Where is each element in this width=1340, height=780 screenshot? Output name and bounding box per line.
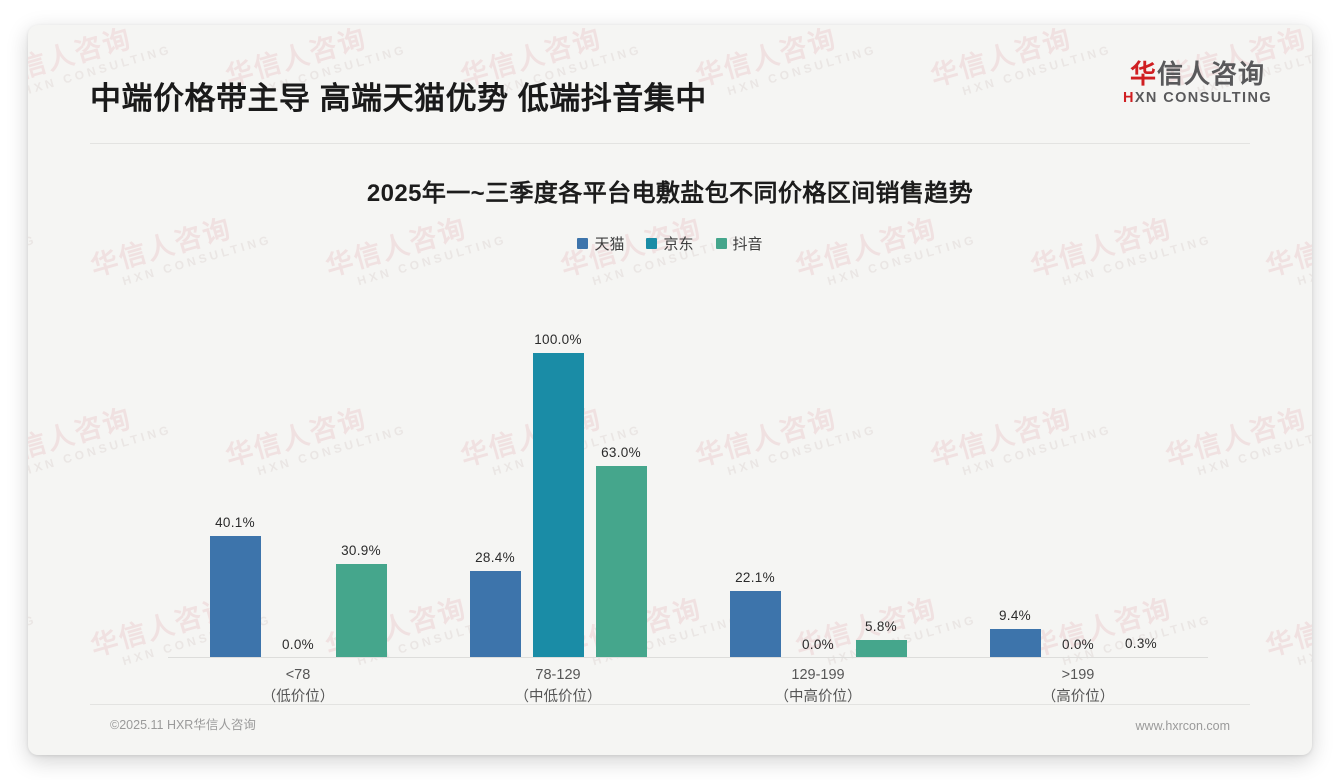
x-axis-label->199: >199 （高价位） bbox=[948, 665, 1208, 709]
bar-value-label: 22.1% bbox=[735, 569, 775, 585]
bar-value-label: 30.9% bbox=[341, 542, 381, 558]
watermark-chinese: 华信人咨询 bbox=[28, 585, 34, 661]
x-axis-label-tier: （高价位） bbox=[1041, 688, 1115, 705]
bar-value-label: 28.4% bbox=[475, 550, 515, 566]
bar-group-<78: 40.1% 0.0% 30.9% bbox=[168, 280, 428, 658]
bar-天猫->199[interactable]: 9.4% bbox=[989, 280, 1041, 658]
bar-rect[interactable] bbox=[855, 640, 907, 658]
x-axis-label-tier: （低价位） bbox=[261, 688, 335, 705]
bar-value-label: 0.0% bbox=[1062, 637, 1094, 652]
bar-抖音-<78[interactable]: 30.9% bbox=[335, 280, 387, 658]
chart-plot-area: 40.1% 0.0% 30.9% 28.4% 100.0% 63.0% 22.1% 0.0% 5… bbox=[168, 280, 1208, 658]
x-axis-label-78-129: 78-129 （中低价位） bbox=[428, 665, 688, 709]
bar-group->199: 9.4% 0.0% 0.3% bbox=[948, 280, 1208, 658]
bar-value-label: 0.0% bbox=[282, 637, 314, 652]
bar-抖音-129-199[interactable]: 5.8% bbox=[855, 280, 907, 658]
bar-rect[interactable] bbox=[532, 353, 584, 658]
x-axis-label-range: 129-199 bbox=[791, 667, 845, 683]
bar-value-label: 5.8% bbox=[865, 619, 897, 635]
bar-group-129-199: 22.1% 0.0% 5.8% bbox=[688, 280, 948, 658]
x-axis-label-range: <78 bbox=[285, 667, 311, 683]
legend-label: 京东 bbox=[663, 236, 694, 253]
legend-swatch-icon bbox=[646, 238, 658, 249]
x-axis-label-tier: （中低价位） bbox=[514, 688, 602, 705]
bar-group-78-129: 28.4% 100.0% 63.0% bbox=[428, 280, 688, 658]
watermark-english: HXN CONSULTING bbox=[28, 422, 174, 479]
bar-rect[interactable] bbox=[209, 535, 261, 658]
bar-value-label: 0.0% bbox=[802, 637, 834, 652]
legend-item-天猫[interactable]: 天猫 bbox=[577, 233, 624, 254]
x-axis-label-range: >199 bbox=[1061, 667, 1095, 683]
bar-rect[interactable] bbox=[729, 590, 781, 658]
x-axis-label-range: 78-129 bbox=[535, 667, 581, 683]
watermark-english: HXN CONSULTING bbox=[1295, 612, 1312, 669]
legend-label: 天猫 bbox=[594, 236, 625, 253]
chart-legend: 天猫 京东 抖音 bbox=[28, 233, 1312, 254]
bar-抖音-78-129[interactable]: 63.0% bbox=[595, 280, 647, 658]
bar-value-label: 9.4% bbox=[999, 608, 1031, 624]
slide-card: 华信人咨询 HXN CONSULTING 华信人咨询 HXN CONSULTING 华信… bbox=[28, 25, 1312, 755]
bar-groups: 40.1% 0.0% 30.9% 28.4% 100.0% 63.0% 22.1% 0.0% 5… bbox=[168, 280, 1208, 658]
legend-swatch-icon bbox=[577, 238, 589, 249]
x-axis-label-129-199: 129-199 （中高价位） bbox=[688, 665, 948, 709]
legend-item-京东[interactable]: 京东 bbox=[646, 233, 694, 254]
footer-divider bbox=[90, 704, 1250, 705]
legend-label: 抖音 bbox=[732, 236, 763, 253]
slide-header: 中端价格带主导 高端天猫优势 低端抖音集中 华信人咨询 HXN CONSULTI… bbox=[28, 25, 1312, 121]
watermark-english: HXN CONSULTING bbox=[1195, 422, 1312, 479]
x-axis-labels: <78 （低价位） 78-129 （中低价位） 129-199 （中高价位） >199 （高价… bbox=[168, 665, 1208, 709]
x-axis-line bbox=[168, 657, 1208, 658]
bar-京东-<78[interactable]: 0.0% bbox=[273, 280, 324, 658]
bar-京东-129-199[interactable]: 0.0% bbox=[793, 280, 844, 658]
x-axis-label-tier: （中高价位） bbox=[774, 688, 862, 705]
x-axis-label-<78: <78 （低价位） bbox=[168, 665, 428, 709]
bar-value-label: 0.3% bbox=[1125, 636, 1157, 652]
bar-天猫-129-199[interactable]: 22.1% bbox=[729, 280, 781, 658]
bar-value-label: 63.0% bbox=[601, 444, 641, 460]
legend-swatch-icon bbox=[715, 238, 727, 249]
logo-en-rest: XN CONSULTING bbox=[1134, 90, 1272, 107]
logo-english-text: HXN CONSULTING bbox=[1123, 90, 1272, 106]
bar-京东-78-129[interactable]: 100.0% bbox=[532, 280, 584, 658]
watermark-english: HXN CONSULTING bbox=[28, 612, 39, 668]
bar-京东->199[interactable]: 0.0% bbox=[1053, 280, 1104, 658]
footer-copyright: ©2025.11 HXR华信人咨询 bbox=[110, 718, 256, 732]
watermark-chinese: 华信人咨询 bbox=[28, 403, 136, 472]
bar-rect[interactable] bbox=[989, 629, 1041, 658]
bar-rect[interactable] bbox=[595, 465, 647, 658]
bar-rect[interactable] bbox=[469, 571, 521, 658]
logo-cn-rest: 信人咨询 bbox=[1156, 59, 1265, 89]
page-title: 中端价格带主导 高端天猫优势 低端抖音集中 bbox=[90, 81, 707, 116]
watermark-chinese: 华信人咨询 bbox=[1262, 593, 1312, 662]
bar-天猫-<78[interactable]: 40.1% bbox=[209, 280, 261, 658]
footer-website: www.hxrcon.com bbox=[1135, 719, 1230, 733]
bar-rect[interactable] bbox=[335, 563, 387, 658]
logo-chinese-text: 华信人咨询 bbox=[1123, 59, 1272, 89]
brand-logo: 华信人咨询 HXN CONSULTING bbox=[1123, 59, 1272, 106]
legend-item-抖音[interactable]: 抖音 bbox=[715, 233, 763, 254]
logo-cn-highlight: 华 bbox=[1129, 59, 1157, 89]
header-divider bbox=[90, 143, 1250, 144]
bar-value-label: 100.0% bbox=[534, 332, 582, 347]
bar-value-label: 40.1% bbox=[215, 514, 255, 530]
logo-en-highlight: H bbox=[1122, 90, 1135, 107]
bar-天猫-78-129[interactable]: 28.4% bbox=[469, 280, 521, 658]
chart-title: 2025年一~三季度各平台电敷盐包不同价格区间销售趋势 bbox=[366, 180, 974, 207]
bar-抖音->199[interactable]: 0.3% bbox=[1115, 280, 1167, 658]
